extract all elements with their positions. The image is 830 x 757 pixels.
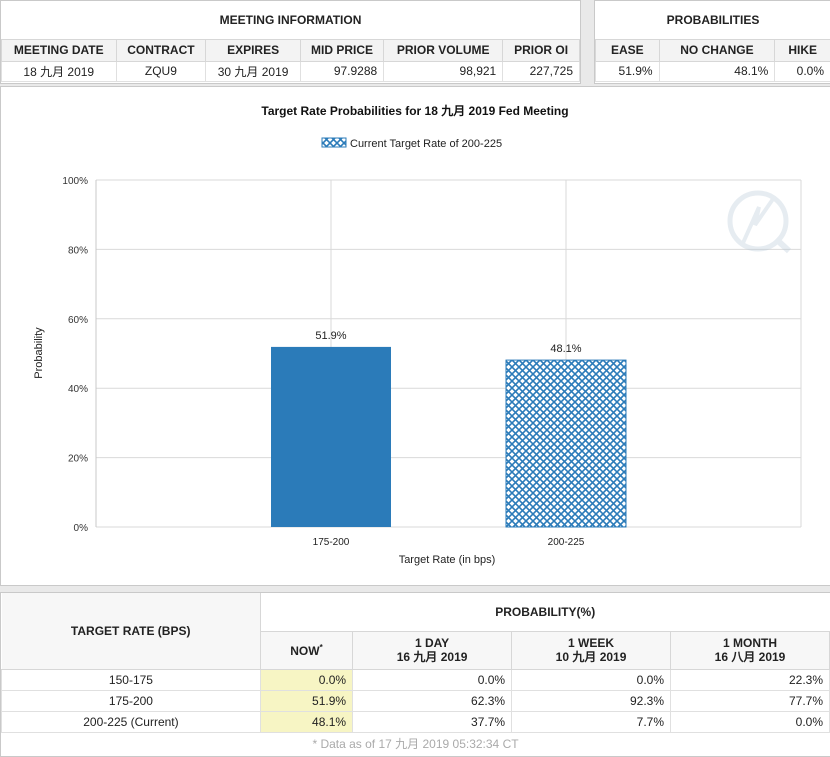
now-value: 51.9% [260, 690, 352, 711]
now-value: 0.0% [260, 669, 352, 690]
one-month-value: 22.3% [671, 669, 830, 690]
now-value: 48.1% [260, 711, 352, 732]
col-prior-oi: PRIOR OI [503, 39, 580, 61]
y-tick-label: 80% [68, 245, 88, 256]
col-hike: HIKE [775, 39, 830, 61]
prior-volume-value: 98,921 [384, 61, 503, 81]
chart-panel: Target Rate Probabilities for 18 九月 2019… [0, 86, 830, 586]
expires-value: 30 九月 2019 [206, 61, 301, 81]
one-day-value: 62.3% [353, 690, 512, 711]
no-change-value: 48.1% [659, 61, 775, 81]
probability-group-header: PROBABILITY(%) [260, 593, 829, 631]
bar-chart: Target Rate Probabilities for 18 九月 2019… [1, 87, 830, 585]
contract-value: ZQU9 [116, 61, 206, 81]
col-mid-price: MID PRICE [300, 39, 383, 61]
col-no-change: NO CHANGE [659, 39, 775, 61]
rate-label: 150-175 [2, 669, 261, 690]
y-axis-label: Probability [33, 327, 45, 379]
rate-label: 200-225 (Current) [2, 711, 261, 732]
meeting-info-panel: MEETING INFORMATION MEETING DATE CONTRAC… [0, 0, 581, 84]
col-contract: CONTRACT [116, 39, 206, 61]
col-prior-volume: PRIOR VOLUME [384, 39, 503, 61]
data-timestamp-note: * Data as of 17 九月 2019 05:32:34 CT [1, 735, 830, 752]
table-row: 200-225 (Current) 48.1% 37.7% 7.7% 0.0% [2, 711, 830, 732]
x-axis-label: Target Rate (in bps) [399, 554, 496, 566]
meeting-info-title: MEETING INFORMATION [2, 1, 580, 39]
watermark-logo-icon [730, 193, 789, 251]
legend-swatch [322, 138, 346, 147]
col-meeting-date: MEETING DATE [2, 39, 117, 61]
probability-table-panel: TARGET RATE (BPS) PROBABILITY(%) NOW* 1 … [0, 592, 830, 757]
probabilities-panel: PROBABILITIES EASE NO CHANGE HIKE 51.9% … [594, 0, 830, 84]
table-row: 175-200 51.9% 62.3% 92.3% 77.7% [2, 690, 830, 711]
prior-oi-value: 227,725 [503, 61, 580, 81]
table-row: 150-175 0.0% 0.0% 0.0% 22.3% [2, 669, 830, 690]
x-tick-label: 200-225 [548, 537, 585, 548]
bar-175-200[interactable] [271, 347, 391, 527]
probabilities-title: PROBABILITIES [596, 1, 830, 39]
grid [96, 180, 801, 527]
mid-price-value: 97.9288 [300, 61, 383, 81]
col-ease: EASE [596, 39, 660, 61]
x-axis-ticks: 175-200 200-225 [313, 537, 585, 548]
one-week-value: 92.3% [512, 690, 671, 711]
y-tick-label: 20% [68, 454, 88, 465]
one-day-value: 37.7% [353, 711, 512, 732]
col-now: NOW* [260, 631, 352, 669]
x-tick-label: 175-200 [313, 537, 350, 548]
one-week-value: 7.7% [512, 711, 671, 732]
target-rate-header: TARGET RATE (BPS) [2, 593, 261, 669]
y-tick-label: 100% [62, 176, 88, 187]
hike-value: 0.0% [775, 61, 830, 81]
legend[interactable]: Current Target Rate of 200-225 [322, 138, 502, 150]
col-expires: EXPIRES [206, 39, 301, 61]
meeting-date-value: 18 九月 2019 [2, 61, 117, 81]
legend-label: Current Target Rate of 200-225 [350, 138, 502, 150]
data-label: 48.1% [550, 343, 581, 355]
bar-200-225[interactable] [506, 360, 626, 527]
data-label: 51.9% [315, 330, 346, 342]
y-axis-ticks: 0% 20% 40% 60% 80% 100% [62, 176, 88, 534]
chart-title: Target Rate Probabilities for 18 九月 2019… [261, 103, 568, 118]
one-week-value: 0.0% [512, 669, 671, 690]
y-tick-label: 0% [74, 523, 89, 534]
one-month-value: 77.7% [671, 690, 830, 711]
one-month-value: 0.0% [671, 711, 830, 732]
ease-value: 51.9% [596, 61, 660, 81]
rate-label: 175-200 [2, 690, 261, 711]
one-day-value: 0.0% [353, 669, 512, 690]
y-tick-label: 60% [68, 315, 88, 326]
bars: 51.9% 48.1% [271, 330, 626, 527]
y-tick-label: 40% [68, 384, 88, 395]
